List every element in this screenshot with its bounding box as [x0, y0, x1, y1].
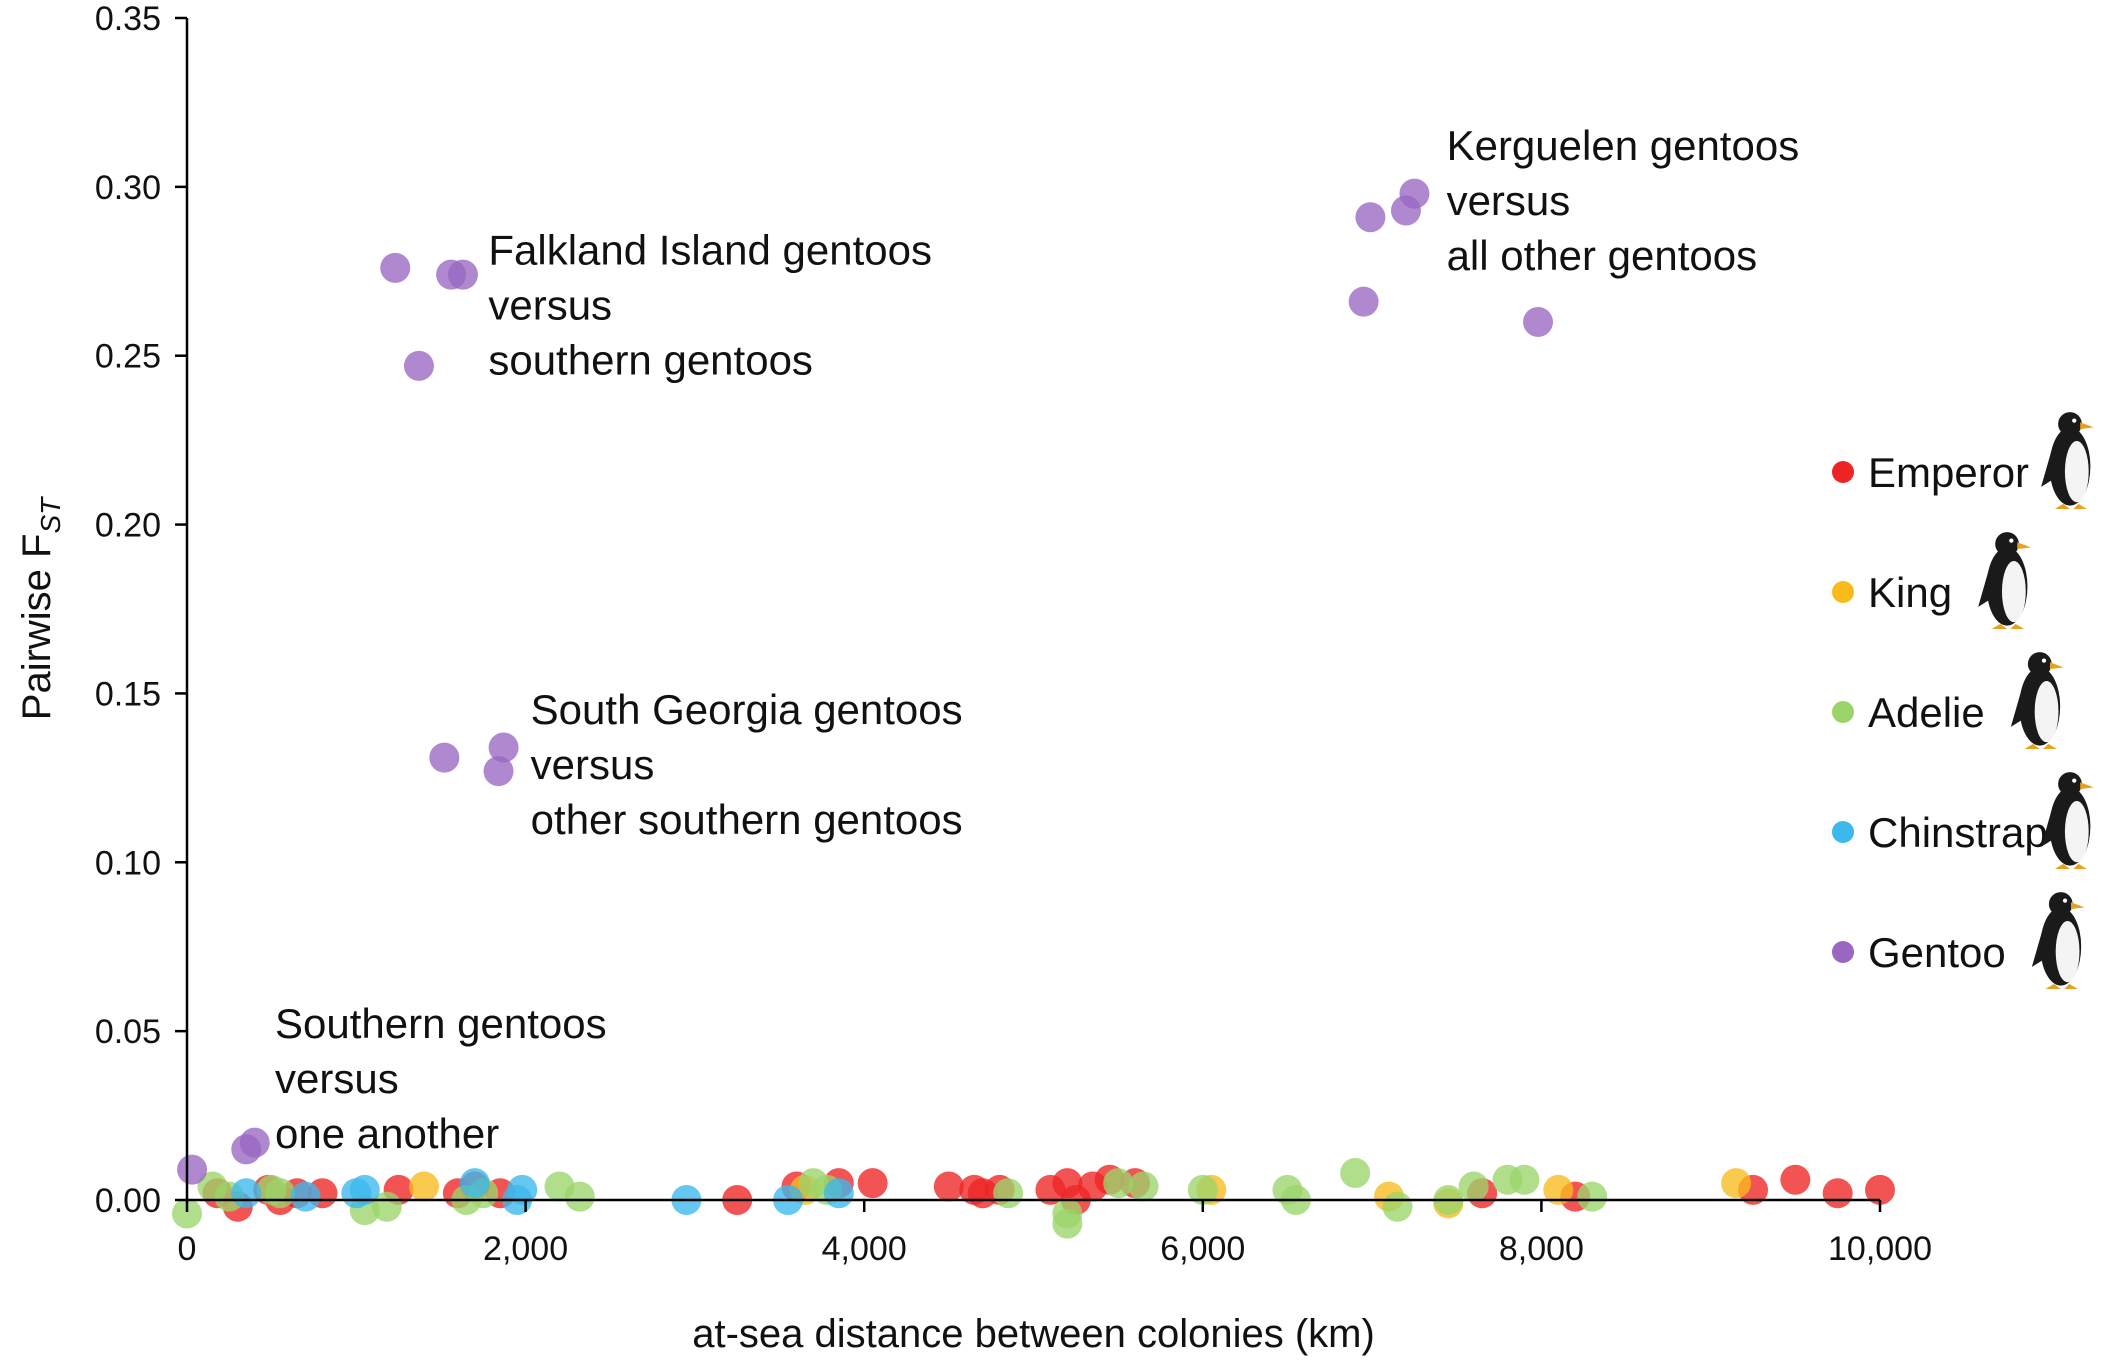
data-point-emperor: [1780, 1164, 1811, 1195]
data-point-chinstrap: [290, 1181, 321, 1212]
legend-label: Adelie: [1868, 689, 1985, 736]
annotation-falkland: southern gentoos: [488, 337, 813, 384]
x-tick-label: 0: [178, 1230, 197, 1268]
gentoo-penguin-icon: [2031, 892, 2085, 989]
annotation-kerguelen: versus: [1447, 177, 1571, 224]
y-tick-label: 0.00: [95, 1182, 161, 1220]
x-tick-label: 8,000: [1499, 1230, 1584, 1268]
x-ticks: 0 2,000 4,000 6,000 8,000 10,000: [178, 1200, 1932, 1268]
data-point-chinstrap: [231, 1178, 262, 1209]
data-point-gentoo: [380, 252, 411, 283]
y-tick-label: 0.35: [95, 0, 161, 38]
data-point-chinstrap: [349, 1174, 380, 1205]
data-point-king: [409, 1171, 440, 1202]
legend-item-gentoo: Gentoo: [1832, 892, 2085, 989]
data-point-gentoo: [1523, 306, 1554, 337]
data-point-gentoo: [177, 1154, 208, 1185]
y-axis-title-subscript: ST: [35, 496, 66, 534]
data-point-emperor: [1865, 1174, 1895, 1205]
data-point-adelie: [1187, 1174, 1218, 1205]
y-ticks: 0.00 0.05 0.10 0.15 0.20 0.25 0.30 0.35: [95, 0, 187, 1220]
x-tick-label: 4,000: [822, 1230, 907, 1268]
data-point-adelie: [1128, 1171, 1159, 1202]
legend-marker: [1832, 701, 1854, 723]
annotation-south-georgia: other southern gentoos: [531, 796, 963, 843]
data-point-gentoo: [447, 259, 478, 290]
data-point-king: [1721, 1168, 1752, 1199]
legend-item-king: King: [1832, 532, 2031, 629]
axes: 0 2,000 4,000 6,000 8,000 10,000 0.00 0.05 0.10…: [15, 0, 1932, 1356]
legend-label: Gentoo: [1868, 929, 2006, 976]
legend-label: Emperor: [1868, 449, 2029, 496]
data-point-adelie: [1340, 1157, 1371, 1188]
x-tick-label: 10,000: [1828, 1230, 1932, 1268]
data-point-adelie: [1509, 1164, 1540, 1195]
y-tick-label: 0.15: [95, 675, 161, 713]
data-point-adelie: [1577, 1181, 1608, 1212]
plot-area: [172, 178, 1895, 1239]
data-point-adelie: [1103, 1168, 1134, 1199]
x-axis-title: at-sea distance between colonies (km): [692, 1312, 1375, 1356]
annotation-falkland: versus: [488, 282, 612, 329]
annotations: Falkland Island gentoos versus southern ge…: [275, 122, 1799, 1157]
data-point-chinstrap: [823, 1178, 854, 1209]
annotation-kerguelen: all other gentoos: [1447, 232, 1758, 279]
y-tick-label: 0.20: [95, 507, 161, 545]
annotation-kerguelen: Kerguelen gentoos: [1447, 122, 1800, 169]
legend: Emperor King Adelie Chinstrap Gentoo: [1832, 412, 2094, 989]
data-point-emperor: [933, 1171, 964, 1202]
data-point-chinstrap: [459, 1168, 490, 1199]
data-point-gentoo: [483, 756, 514, 787]
legend-marker: [1832, 461, 1854, 483]
legend-item-emperor: Emperor: [1832, 412, 2094, 509]
annotation-falkland: Falkland Island gentoos: [488, 227, 932, 274]
y-axis-title: Pairwise FST: [15, 496, 66, 720]
emperor-penguin-icon: [2041, 412, 2094, 509]
legend-item-chinstrap: Chinstrap: [1832, 772, 2094, 869]
legend-marker: [1832, 581, 1854, 603]
chinstrap-penguin-icon: [2041, 772, 2094, 869]
series-gentoo: [177, 178, 1554, 1185]
data-point-adelie: [172, 1198, 202, 1229]
legend-marker: [1832, 821, 1854, 843]
legend-label: King: [1868, 569, 1952, 616]
x-tick-label: 6,000: [1160, 1230, 1245, 1268]
data-point-chinstrap: [507, 1174, 538, 1205]
data-point-gentoo: [429, 742, 460, 773]
king-penguin-icon: [1978, 532, 2031, 629]
annotation-southern: one another: [275, 1110, 499, 1157]
y-tick-label: 0.05: [95, 1013, 161, 1051]
data-point-adelie: [1382, 1191, 1413, 1222]
legend-label: Chinstrap: [1868, 809, 2048, 856]
annotation-southern: versus: [275, 1055, 399, 1102]
series-adelie: [172, 1157, 1608, 1239]
data-point-adelie: [564, 1181, 595, 1212]
data-point-adelie: [1052, 1208, 1083, 1239]
y-tick-label: 0.10: [95, 844, 161, 882]
data-point-gentoo: [488, 732, 519, 763]
y-tick-label: 0.25: [95, 338, 161, 376]
annotation-southern: Southern gentoos: [275, 1000, 607, 1047]
data-point-gentoo: [1355, 202, 1386, 233]
x-tick-label: 2,000: [483, 1230, 568, 1268]
data-point-emperor: [857, 1168, 888, 1199]
legend-marker: [1832, 941, 1854, 963]
y-tick-label: 0.30: [95, 169, 161, 207]
annotation-south-georgia: South Georgia gentoos: [531, 686, 963, 733]
data-point-gentoo: [1348, 286, 1379, 317]
adelie-penguin-icon: [2010, 652, 2064, 749]
data-point-king: [1543, 1174, 1574, 1205]
data-point-emperor: [1822, 1178, 1853, 1209]
data-point-gentoo: [1399, 178, 1430, 209]
data-point-gentoo: [239, 1127, 270, 1158]
data-point-adelie: [265, 1178, 296, 1209]
data-point-adelie: [993, 1178, 1024, 1209]
annotation-south-georgia: versus: [531, 741, 655, 788]
legend-item-adelie: Adelie: [1832, 652, 2064, 749]
data-point-gentoo: [403, 350, 434, 381]
data-point-adelie: [1458, 1171, 1489, 1202]
y-axis-title-main: Pairwise F: [15, 534, 59, 721]
